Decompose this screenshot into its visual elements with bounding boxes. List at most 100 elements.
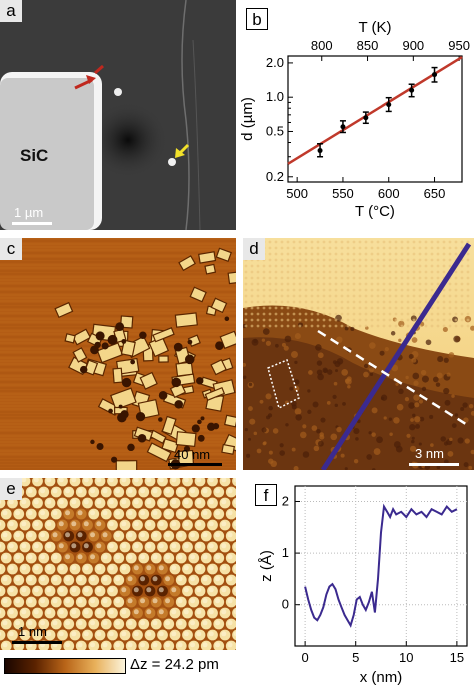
- hole: [135, 412, 146, 422]
- texture-dot: [332, 394, 337, 399]
- lattice-dot: [304, 270, 308, 274]
- panel-e: e 1 nm: [0, 478, 236, 650]
- lattice-dot: [424, 324, 428, 328]
- atom-highlight: [183, 543, 189, 549]
- lattice-dot: [274, 282, 278, 286]
- lattice-dot: [358, 264, 362, 268]
- atom-highlight: [165, 642, 171, 648]
- crack-line: [181, 0, 190, 230]
- lattice-dot: [256, 294, 260, 298]
- lattice-dot: [334, 324, 338, 328]
- y-tick-label: 0: [282, 597, 289, 612]
- lattice-dot: [448, 246, 452, 250]
- texture-dot: [393, 417, 400, 424]
- lattice-dot: [406, 270, 410, 274]
- texture-dot: [411, 439, 415, 444]
- lattice-dot: [304, 276, 308, 280]
- lattice-dot: [334, 312, 338, 316]
- atom-highlight: [21, 499, 27, 505]
- atom-highlight: [102, 598, 108, 604]
- atom-highlight: [96, 521, 102, 527]
- hole: [115, 322, 125, 332]
- lattice-dot: [304, 240, 308, 244]
- lattice-dot: [280, 300, 284, 304]
- lattice-dot: [262, 312, 266, 316]
- atom-highlight: [146, 499, 152, 505]
- texture-dot: [294, 408, 302, 415]
- panel-f: 0 5 10 15 0 1 2 x (nm) z (Å) f: [243, 478, 474, 690]
- texture-dot: [453, 335, 461, 343]
- atom-highlight: [77, 554, 83, 560]
- lattice-dot: [376, 252, 380, 256]
- lattice-dot: [382, 324, 386, 328]
- lattice-dot: [280, 282, 284, 286]
- lattice-dot: [274, 312, 278, 316]
- atom-highlight: [215, 488, 221, 494]
- atom-highlight: [52, 554, 58, 560]
- atom-highlight: [183, 587, 189, 593]
- atom-highlight: [146, 631, 152, 637]
- lattice-dot: [292, 318, 296, 322]
- x2-tick-label: 850: [357, 38, 379, 53]
- lattice-dot: [280, 264, 284, 268]
- atom-highlight: [102, 532, 108, 538]
- atom-highlight: [152, 642, 158, 648]
- atom-highlight: [127, 642, 133, 648]
- lattice-dot: [304, 282, 308, 286]
- texture-dot: [256, 448, 262, 454]
- lattice-dot: [406, 324, 410, 328]
- hole: [90, 439, 95, 445]
- lattice-dot: [448, 306, 452, 310]
- lattice-dot: [274, 252, 278, 256]
- atom-highlight: [58, 478, 64, 483]
- lattice-dot: [286, 324, 290, 328]
- atom-highlight: [46, 631, 52, 637]
- atom-highlight: [208, 543, 214, 549]
- lattice-dot: [304, 258, 308, 262]
- lattice-dot: [262, 270, 266, 274]
- atom-highlight: [33, 631, 39, 637]
- atom-highlight: [221, 587, 227, 593]
- lattice-dot: [388, 270, 392, 274]
- lattice-dot: [274, 240, 278, 244]
- texture-dot: [308, 370, 313, 375]
- atom-highlight: [165, 488, 171, 494]
- lattice-dot: [376, 258, 380, 262]
- atom-highlight: [58, 565, 64, 571]
- island: [158, 355, 169, 363]
- texture-dot: [246, 453, 251, 458]
- lattice-dot: [394, 288, 398, 292]
- atom-highlight: [8, 609, 14, 615]
- lattice-dot: [244, 306, 248, 310]
- island: [71, 328, 92, 346]
- atom-highlight: [77, 620, 83, 626]
- lattice-dot: [406, 276, 410, 280]
- lattice-dot: [346, 252, 350, 256]
- atom-highlight: [133, 587, 139, 593]
- lattice-dot: [430, 306, 434, 310]
- lattice-dot: [424, 258, 428, 262]
- texture-dot: [253, 338, 258, 344]
- atom-highlight: [108, 565, 114, 571]
- atom-highlight: [0, 609, 2, 614]
- atom-highlight: [221, 565, 227, 571]
- x-tick-label: 15: [450, 650, 464, 665]
- lattice-dot: [412, 276, 416, 280]
- lattice-dot: [406, 282, 410, 286]
- texture-dot: [249, 418, 256, 425]
- lattice-dot: [244, 270, 248, 274]
- lattice-dot: [274, 270, 278, 274]
- lattice-dot: [406, 240, 410, 244]
- atom-highlight: [8, 587, 14, 593]
- texture-dot: [344, 326, 349, 331]
- atom-highlight: [121, 631, 127, 637]
- lattice-dot: [286, 306, 290, 310]
- lattice-dot: [250, 294, 254, 298]
- data-point: [409, 87, 415, 93]
- island: [161, 415, 177, 435]
- lattice-dot: [430, 246, 434, 250]
- texture-dot: [373, 448, 381, 455]
- arrow-yellow-head: [175, 148, 185, 158]
- lattice-dot: [358, 288, 362, 292]
- lattice-dot: [292, 252, 296, 256]
